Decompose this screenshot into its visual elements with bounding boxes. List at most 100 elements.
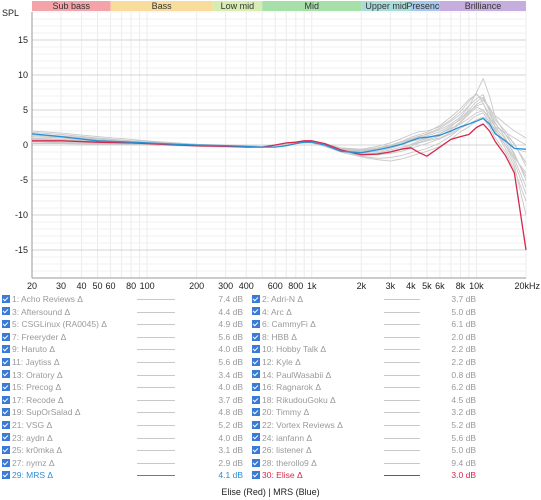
legend-checkbox[interactable] [252, 357, 260, 366]
legend-item[interactable]: 5: CSGLinux (RA0045) Δ 4.9 dB [0, 317, 541, 332]
legend-item[interactable]: 12: Kyle Δ 2.2 dB [0, 355, 541, 370]
legend-item[interactable]: 7: Freeryder Δ 5.6 dB [0, 330, 541, 345]
legend-item-value: 5.0 dB [451, 306, 476, 317]
legend-item[interactable]: 9: Haruto Δ 4.0 dB [0, 342, 541, 357]
legend-checkbox[interactable] [252, 345, 260, 354]
x-tick-label: 800 [288, 281, 303, 291]
legend-checkbox[interactable] [2, 395, 10, 404]
legend-item[interactable]: 4: Arc Δ 5.0 dB [0, 305, 541, 320]
legend-swatch [137, 412, 175, 414]
legend-item[interactable]: 14: PaulWasabii Δ 0.8 dB [0, 368, 541, 383]
x-tick-label: 200 [189, 281, 204, 291]
legend-item[interactable]: 18: RikudouGoku Δ 4.5 dB [0, 393, 541, 408]
legend-checkbox[interactable] [252, 382, 260, 391]
band-label: Bass [152, 1, 173, 11]
legend-item-value: 4.4 dB [218, 306, 243, 317]
legend-item[interactable]: 8: HBB Δ 2.0 dB [0, 330, 541, 345]
legend-checkbox[interactable] [252, 319, 260, 328]
legend-checkbox[interactable] [2, 433, 10, 442]
legend-item[interactable]: 30: Elise Δ 3.0 dB [0, 468, 541, 483]
legend-item[interactable]: 17: Recode Δ 3.7 dB [0, 393, 541, 408]
legend-item[interactable]: 24: ianfann Δ 5.6 dB [0, 431, 541, 446]
legend-item-value: 5.0 dB [451, 445, 476, 456]
legend-checkbox[interactable] [2, 420, 10, 429]
legend-checkbox[interactable] [252, 370, 260, 379]
legend-item-value: 2.0 dB [451, 331, 476, 342]
y-tick-label: -15 [15, 245, 28, 255]
legend-checkbox[interactable] [252, 395, 260, 404]
y-tick-label: 15 [18, 35, 28, 45]
legend-swatch [384, 324, 420, 326]
legend-item[interactable]: 21: VSG Δ 5.2 dB [0, 418, 541, 433]
legend-item[interactable]: 2: Adri-N Δ 3.7 dB [0, 292, 541, 307]
legend-checkbox[interactable] [2, 458, 10, 467]
legend-checkbox[interactable] [252, 458, 260, 467]
legend-swatch [384, 387, 420, 389]
x-tick-label: 50 [93, 281, 103, 291]
legend-swatch [384, 311, 420, 313]
legend-item[interactable]: 16: Ragnarok Δ 6.2 dB [0, 380, 541, 395]
legend-checkbox[interactable] [2, 294, 10, 303]
legend-checkbox[interactable] [2, 408, 10, 417]
legend-checkbox[interactable] [2, 445, 10, 454]
legend-item[interactable]: 20: Timmy Δ 3.2 dB [0, 405, 541, 420]
x-tick-label: 20kHz [514, 281, 540, 291]
legend-item[interactable]: 26: listener Δ 5.0 dB [0, 443, 541, 458]
legend-checkbox[interactable] [252, 408, 260, 417]
legend-swatch [137, 362, 175, 363]
legend-checkbox[interactable] [2, 357, 10, 366]
legend-checkbox[interactable] [2, 307, 10, 316]
legend-checkbox[interactable] [252, 433, 260, 442]
legend-item-name: 1: Acho Reviews Δ [12, 294, 83, 304]
legend-item-name: 20: Timmy Δ [262, 407, 310, 418]
legend-item-value: 5.2 dB [451, 420, 476, 430]
legend-swatch [137, 336, 175, 338]
legend-checkbox[interactable] [2, 382, 10, 391]
legend-checkbox[interactable] [252, 420, 260, 429]
legend-item[interactable]: 6: CammyFi Δ 6.1 dB [0, 317, 541, 332]
legend-item[interactable]: 19: SupOrSalad Δ 4.8 dB [0, 405, 541, 420]
legend-item-name: 12: Kyle Δ [262, 357, 301, 367]
legend-item-value: 0.8 dB [451, 369, 476, 380]
legend-item[interactable]: 10: Hobby Talk Δ 2.2 dB [0, 342, 541, 357]
legend-item[interactable]: 11: Jaytiss Δ 5.6 dB [0, 355, 541, 370]
legend-item-name: 25: kr0mka Δ [12, 445, 63, 456]
legend-checkbox[interactable] [2, 319, 10, 328]
legend-item[interactable]: 28: therollo9 Δ 9.4 dB [0, 456, 541, 471]
chart-footer: Elise (Red) | MRS (Blue) [221, 487, 320, 497]
legend-item-name: 19: SupOrSalad Δ [12, 407, 81, 418]
y-axis-label: SPL [2, 8, 19, 18]
legend-item[interactable]: 13: Oratory Δ 3.4 dB [0, 368, 541, 383]
legend-item[interactable]: 1: Acho Reviews Δ 7.4 dB [0, 292, 541, 307]
legend-item[interactable]: 25: kr0mka Δ 3.1 dB [0, 443, 541, 458]
legend-item-name: 18: RikudouGoku Δ [262, 394, 336, 405]
legend-item-name: 5: CSGLinux (RA0045) Δ [12, 319, 107, 330]
legend-item[interactable]: 27: nymz Δ 2.9 dB [0, 456, 541, 471]
legend-item-name: 14: PaulWasabii Δ [262, 369, 332, 380]
legend-item[interactable]: 3: Aftersound Δ 4.4 dB [0, 305, 541, 320]
legend-checkbox[interactable] [252, 445, 260, 454]
legend-checkbox[interactable] [2, 370, 10, 379]
band-label: Sub bass [53, 1, 91, 11]
legend-item[interactable]: 22: Vortex Reviews Δ 5.2 dB [0, 418, 541, 433]
band-5 [410, 1, 440, 11]
legend-item-value: 6.1 dB [451, 319, 476, 330]
legend-swatch [137, 450, 175, 452]
legend-item[interactable]: 29: MRS Δ 4.1 dB [0, 468, 541, 483]
legend-swatch [137, 425, 175, 426]
legend-checkbox[interactable] [2, 471, 10, 480]
legend-checkbox[interactable] [252, 294, 260, 303]
x-tick-label: 600 [268, 281, 283, 291]
legend-item-name: 3: Aftersound Δ [12, 306, 71, 317]
legend-checkbox[interactable] [252, 332, 260, 341]
band-1 [110, 1, 213, 11]
legend-item-name: 11: Jaytiss Δ [12, 357, 60, 367]
legend-checkbox[interactable] [2, 332, 10, 341]
legend-item-name: 21: VSG Δ [12, 420, 53, 430]
legend-checkbox[interactable] [252, 471, 260, 480]
legend-checkbox[interactable] [252, 307, 260, 316]
legend-item[interactable]: 15: Precog Δ 4.0 dB [0, 380, 541, 395]
legend-checkbox[interactable] [2, 345, 10, 354]
x-tick-label: 4k [406, 281, 416, 291]
legend-item[interactable]: 23: aydn Δ 4.0 dB [0, 431, 541, 446]
